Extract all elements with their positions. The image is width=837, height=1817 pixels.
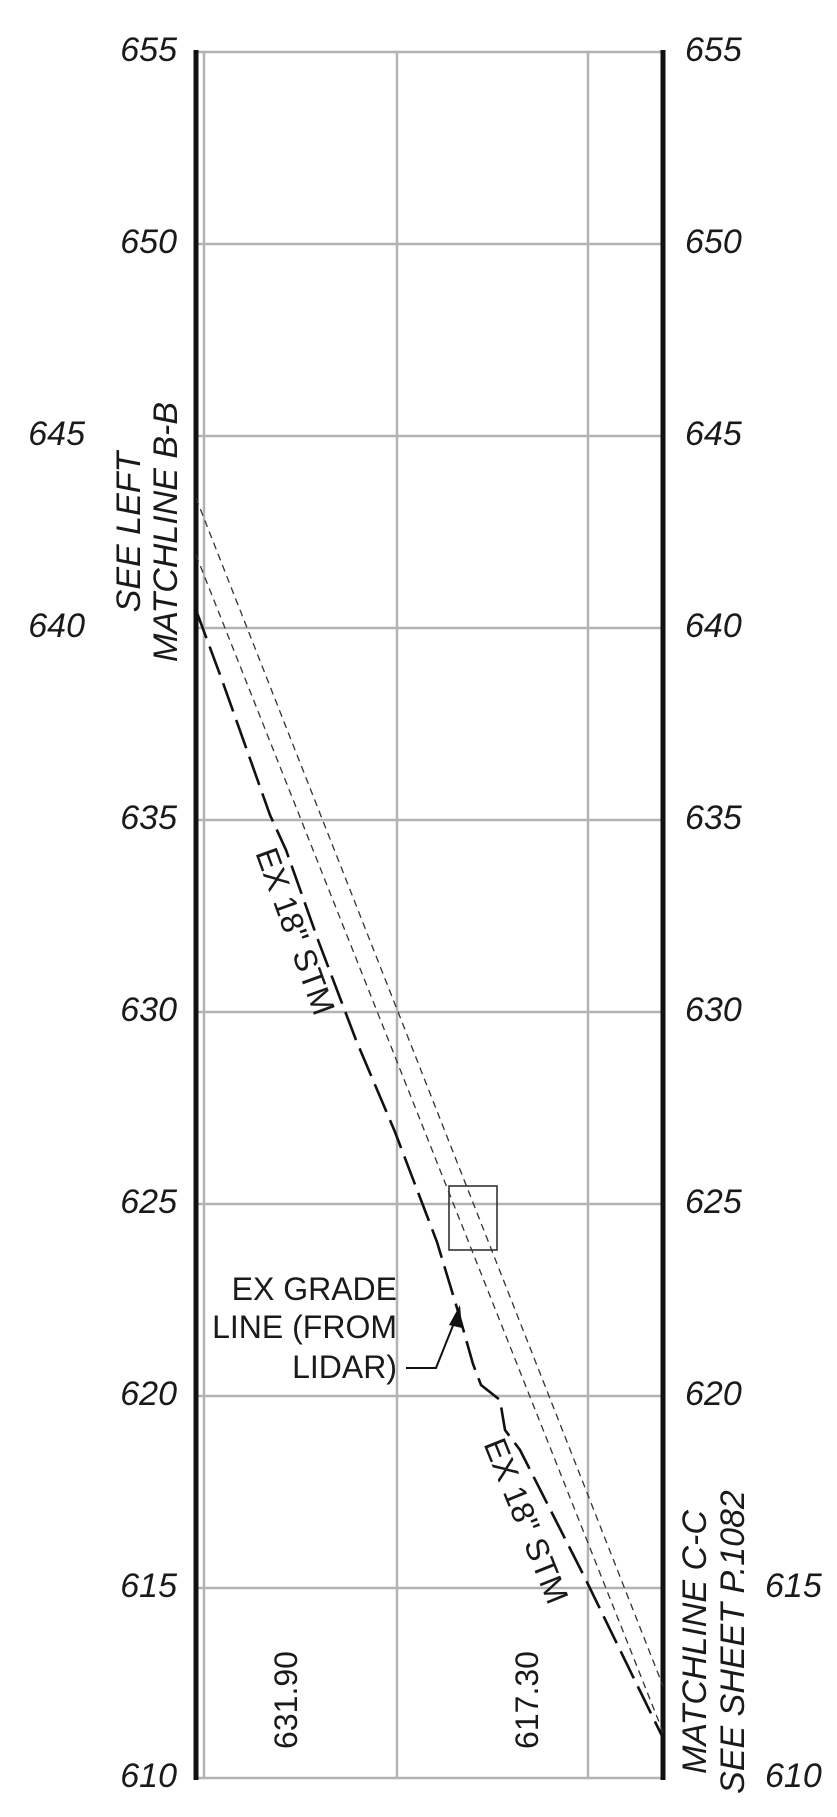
- elev-label-right: 625: [685, 1183, 742, 1221]
- elev-label-right: 640: [685, 607, 742, 645]
- elev-label-right: 630: [685, 991, 742, 1029]
- left-matchline-line2: MATCHLINE B-B: [147, 402, 185, 662]
- storm-pipe-top: [195, 497, 664, 1687]
- elev-label-right: 650: [685, 223, 742, 261]
- left-matchline-line1: SEE LEFT: [110, 449, 148, 612]
- elev-label-left: 655: [120, 31, 177, 69]
- station-label: 631.90: [268, 1651, 304, 1749]
- elev-label-left: 640: [28, 607, 85, 645]
- grade-callout-line2: LINE (FROM: [212, 1309, 397, 1345]
- pipe-label-upper: EX 18" STM: [249, 843, 343, 1020]
- storm-pipe-bottom: [195, 554, 664, 1733]
- callout-leader: [406, 1317, 457, 1369]
- elev-label-left: 615: [120, 1567, 177, 1605]
- elev-label-left: 620: [120, 1375, 177, 1413]
- elev-label-right: 610: [765, 1757, 822, 1795]
- elev-label-right: 655: [685, 31, 742, 69]
- elev-label-left: 625: [120, 1183, 177, 1221]
- elev-label-left: 635: [120, 799, 177, 837]
- callout-arrowhead: [449, 1305, 462, 1328]
- right-matchline-line1: MATCHLINE C-C: [676, 1510, 714, 1774]
- elev-label-right: 620: [685, 1375, 742, 1413]
- elev-label-left: 610: [120, 1757, 177, 1795]
- grid: [195, 50, 663, 1780]
- elev-label-left: 630: [120, 991, 177, 1029]
- elev-label-right: 645: [685, 415, 742, 453]
- elev-label-right: 635: [685, 799, 742, 837]
- elev-label-right: 615: [765, 1567, 822, 1605]
- elev-label-left: 650: [120, 223, 177, 261]
- right-matchline-line2: SEE SHEET P.1082: [714, 1490, 752, 1794]
- station-label: 617.30: [509, 1651, 545, 1749]
- structure-box: [448, 1185, 498, 1251]
- elev-label-left: 645: [28, 415, 85, 453]
- existing-grade-line: [194, 609, 665, 1739]
- grade-callout-line3: LIDAR): [292, 1349, 397, 1385]
- grade-callout-line1: EX GRADE: [232, 1271, 397, 1307]
